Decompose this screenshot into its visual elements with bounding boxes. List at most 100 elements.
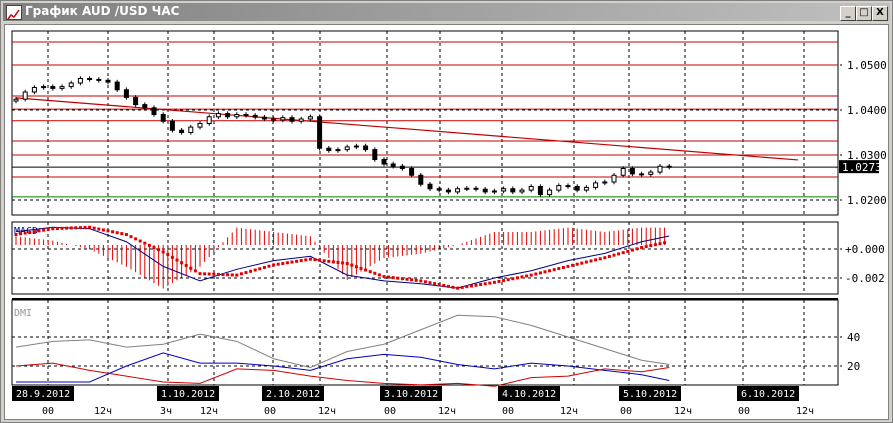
candle: [537, 186, 543, 196]
macd-line: [15, 226, 670, 289]
candle: [565, 185, 571, 188]
signal-dot: [69, 226, 73, 230]
signal-dot: [322, 259, 326, 263]
signal-dot: [460, 285, 464, 289]
signal-dot: [262, 265, 266, 269]
candle: [41, 86, 47, 89]
candle: [629, 168, 635, 175]
close-button[interactable]: X: [872, 6, 888, 21]
hour-label: 00: [384, 406, 396, 417]
candle: [206, 116, 212, 124]
signal-dot: [626, 249, 630, 253]
candle: [261, 116, 267, 120]
candle: [390, 163, 396, 167]
chart-canvas[interactable]: 1.0500 1.0400 1.0300 1.0200 1.0273 +0.000 -0.0…: [5, 25, 888, 419]
macd-label: MACD: [14, 226, 38, 237]
signal-dot: [313, 258, 317, 262]
signal-dot: [483, 282, 487, 286]
signal-dot: [571, 263, 575, 267]
signal-dot: [442, 283, 446, 287]
signal-dot: [345, 262, 349, 265]
signal-dot: [451, 285, 455, 289]
candle: [326, 147, 332, 151]
hour-label: 12ч: [438, 406, 456, 417]
signal-dot: [281, 262, 285, 265]
dmi-label: DMI: [14, 308, 32, 319]
signal-dot: [534, 272, 538, 276]
candle: [142, 104, 148, 109]
hour-label: 12ч: [318, 406, 336, 417]
hour-label: 00: [502, 406, 514, 417]
candle: [179, 129, 185, 133]
candle: [666, 165, 672, 168]
signal-dot: [308, 257, 312, 261]
date-label: 5.10.2012: [623, 389, 677, 400]
adx-line: [15, 314, 670, 368]
chart-area[interactable]: 1.0500 1.0400 1.0300 1.0200 1.0273 +0.000 -0.0…: [4, 24, 889, 420]
signal-dot: [359, 266, 363, 270]
signal-dot: [184, 263, 188, 267]
maximize-button[interactable]: □: [856, 6, 872, 21]
signal-dot: [157, 248, 161, 252]
candle: [114, 81, 120, 91]
hour-label: 12ч: [94, 406, 112, 417]
current-price-badge: [839, 160, 879, 174]
candle: [657, 165, 663, 173]
signal-dot: [244, 271, 248, 275]
signal-dot: [635, 247, 639, 251]
signal-dot: [391, 276, 395, 280]
signal-dot: [60, 226, 64, 230]
candle: [197, 123, 203, 128]
signal-dot: [479, 283, 483, 287]
candle: [105, 79, 111, 83]
signal-dot: [143, 241, 147, 245]
signal-dot: [428, 281, 432, 285]
candle: [133, 96, 139, 106]
signal-dot: [350, 263, 354, 267]
signal-dot: [198, 272, 202, 276]
signal-dot: [14, 233, 18, 236]
signal-dot: [170, 255, 174, 259]
candle: [22, 91, 28, 100]
candle: [271, 118, 277, 121]
candle: [160, 114, 166, 122]
signal-dot: [101, 228, 105, 232]
candle: [188, 126, 194, 133]
candle: [519, 189, 525, 193]
dmi-panel: [11, 299, 839, 386]
candle: [298, 118, 304, 122]
signal-dot: [267, 264, 271, 268]
signal-dot: [364, 268, 368, 272]
signal-dot: [203, 272, 207, 276]
signal-dot: [649, 244, 653, 248]
candle: [482, 188, 488, 193]
price-tick-label: 1.0200: [847, 194, 887, 207]
signal-dot: [543, 270, 547, 274]
title-bar[interactable]: График AUD /USD ЧАС _ □ X: [3, 3, 890, 21]
signal-dot: [124, 233, 128, 236]
signal-dot: [175, 258, 179, 262]
candle: [547, 189, 553, 196]
signal-dot: [437, 283, 441, 287]
signal-dot: [373, 271, 377, 275]
signal-dot: [446, 284, 450, 288]
signal-dot: [396, 276, 400, 280]
minus-di-line: [15, 362, 670, 387]
candle: [225, 113, 231, 118]
hour-label: 00: [42, 406, 54, 417]
plus-di-line: [16, 352, 670, 383]
signal-dot: [37, 229, 41, 233]
signal-dot: [630, 248, 634, 252]
signal-dot: [180, 261, 184, 265]
candle: [317, 116, 323, 149]
candle: [252, 114, 258, 118]
candle: [169, 120, 175, 131]
signal-dot: [548, 269, 552, 273]
signal-dot: [607, 254, 611, 258]
signal-dot: [465, 285, 469, 289]
candle: [77, 78, 83, 84]
signal-dot: [580, 261, 584, 265]
minimize-button[interactable]: _: [840, 6, 856, 21]
signal-dot: [28, 230, 32, 234]
